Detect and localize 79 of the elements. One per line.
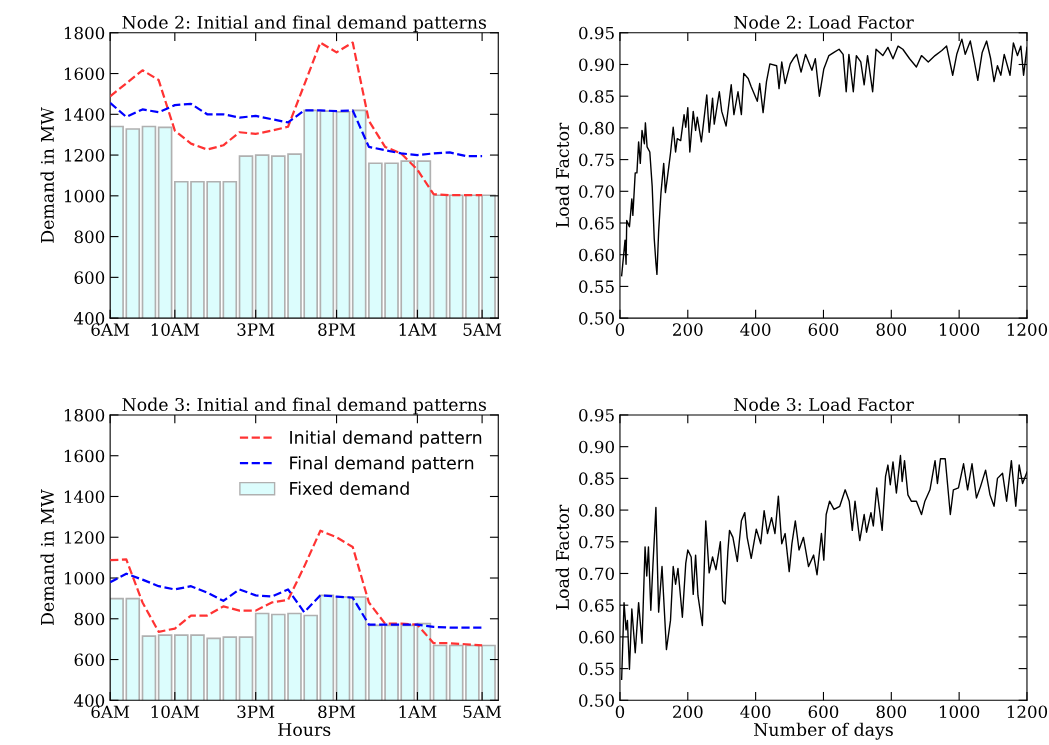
y-tick-label: 0.95	[579, 26, 614, 40]
x-tick-label: 1AM	[399, 705, 437, 718]
y-tick-label: 1800	[64, 408, 105, 422]
y-tick-label: 0.90	[579, 440, 614, 454]
x-tick-label: 1AM	[399, 323, 437, 336]
line-series	[110, 101, 484, 158]
x-tick-label: 800	[876, 323, 907, 336]
y-tick-label: 0.70	[579, 185, 614, 198]
y-tick-label: 1000	[64, 571, 105, 585]
x-axis-title: Hours	[278, 723, 331, 737]
x-tick-label: 10AM	[151, 705, 200, 719]
y-tick-label: 0.90	[579, 58, 614, 72]
y-tick-label: 0.65	[579, 216, 614, 230]
y-tick-label: 1400	[64, 490, 105, 504]
x-tick-label: 1200	[1007, 705, 1048, 719]
y-axis-title: Demand in MW	[40, 107, 54, 243]
y-tick-label: 1600	[64, 449, 105, 463]
y-tick-label: 0.80	[579, 504, 614, 517]
x-tick-label: 0	[615, 705, 625, 719]
x-tick-label: 3PM	[237, 323, 275, 336]
y-tick-label: 600	[74, 653, 105, 667]
x-tick-label: 400	[740, 323, 771, 336]
y-tick-label: 1800	[64, 26, 105, 40]
y-tick-label: 800	[74, 612, 105, 626]
y-axis-title: Load Factor	[555, 122, 570, 228]
y-tick-label: 1600	[64, 67, 105, 81]
x-tick-label: 3PM	[237, 705, 275, 719]
y-tick-label: 1200	[64, 149, 105, 162]
y-tick-label: 0.60	[579, 248, 614, 262]
y-tick-label: 800	[74, 230, 105, 244]
line-series	[110, 41, 484, 197]
x-tick-label: 600	[808, 705, 839, 719]
y-tick-label: 0.75	[579, 153, 614, 167]
x-tick-label: 8PM	[318, 323, 356, 336]
legend-label: Fixed demand	[290, 481, 409, 495]
x-tick-label: 5AM	[463, 323, 502, 336]
x-tick-label: 8PM	[318, 705, 356, 719]
y-tick-label: 400	[73, 312, 105, 325]
y-tick-label: 0.80	[579, 121, 614, 135]
x-tick-label: 600	[808, 323, 839, 336]
y-tick-label: 0.85	[579, 472, 614, 485]
y-tick-label: 0.75	[579, 535, 614, 549]
x-tick-label: 400	[740, 705, 771, 719]
x-tick-label: 200	[673, 323, 703, 336]
chart-title: Node 3: Load Factor	[734, 397, 914, 412]
y-axis-title: Load Factor	[555, 504, 570, 610]
y-tick-label: 1400	[64, 108, 105, 121]
line-series	[110, 572, 484, 629]
x-tick-label: 6AM	[91, 323, 130, 336]
y-tick-label: 0.55	[579, 280, 614, 293]
chart-title: Node 2: Load Factor	[734, 15, 914, 29]
x-tick-label: 5AM	[463, 705, 502, 719]
x-tick-label: 10AM	[151, 323, 200, 336]
x-tick-label: 800	[876, 705, 907, 719]
y-tick-label: 1000	[64, 189, 105, 203]
x-tick-label: 1000	[939, 705, 980, 719]
y-tick-label: 0.95	[579, 408, 614, 422]
x-tick-label: 0	[615, 323, 625, 336]
line-series	[110, 529, 484, 647]
y-tick-label: 0.50	[579, 694, 614, 707]
y-tick-label: 0.55	[579, 662, 614, 676]
x-tick-label: 1200	[1007, 323, 1048, 336]
x-tick-label: 6AM	[91, 705, 130, 719]
x-tick-label: 200	[673, 705, 703, 719]
y-tick-label: 0.65	[579, 599, 614, 612]
legend-label: Final demand pattern	[290, 456, 474, 473]
y-tick-label: 400	[73, 694, 105, 707]
y-tick-label: 600	[74, 271, 105, 284]
legend-label: Initial demand pattern	[290, 430, 482, 448]
y-tick-label: 1200	[64, 531, 105, 544]
y-tick-label: 0.50	[579, 312, 614, 325]
y-tick-label: 0.60	[579, 630, 614, 644]
y-tick-label: 0.85	[579, 90, 614, 103]
chart-title: Node 2: Initial and final demand patterns	[122, 15, 486, 33]
x-axis-title: Number of days	[754, 722, 893, 740]
chart-title: Node 3: Initial and final demand patterns	[122, 397, 486, 415]
y-axis-title: Demand in MW	[40, 489, 54, 626]
y-tick-label: 0.70	[579, 567, 614, 581]
x-tick-label: 1000	[939, 323, 980, 336]
